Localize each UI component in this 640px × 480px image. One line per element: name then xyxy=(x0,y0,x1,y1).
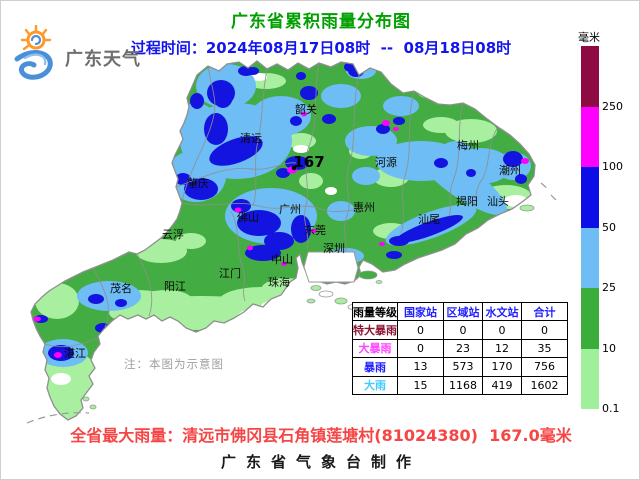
city-label-惠州: 惠州 xyxy=(353,200,375,214)
station-count-cell: 1168 xyxy=(443,375,483,395)
colorbar-segment xyxy=(581,167,599,228)
city-label-东莞: 东莞 xyxy=(304,224,326,237)
max-rainfall-marker: 167 xyxy=(291,153,325,171)
station-count-cell: 170 xyxy=(482,357,522,377)
max-rainfall-text: 全省最大雨量：清远市佛冈县石角镇莲塘村(81024380) 167.0毫米 xyxy=(70,426,572,445)
map-note: 注：本图为示意图 xyxy=(124,357,224,371)
page-title: 广东省累积雨量分布图 xyxy=(231,12,411,32)
city-label-河源: 河源 xyxy=(375,155,397,169)
colorbar-tick-label: 25 xyxy=(602,281,616,294)
station-count-cell: 12 xyxy=(482,338,522,359)
rain-level-label: 大雨 xyxy=(352,375,398,395)
colorbar-segment xyxy=(581,106,599,167)
colorbar-tick-label: 250 xyxy=(602,99,623,113)
city-label-肇庆: 肇庆 xyxy=(187,176,209,190)
city-label-清远: 清远 xyxy=(240,132,262,145)
rain-level-label: 大暴雨 xyxy=(352,338,398,359)
table-header-cell: 国家站 xyxy=(397,301,444,322)
station-count-cell: 23 xyxy=(443,338,483,359)
station-count-cell: 0 xyxy=(521,320,568,340)
table-row: 暴雨 13 573 170 756 xyxy=(352,357,568,377)
colorbar-segment xyxy=(581,227,599,288)
rain-level-label: 特大暴雨 xyxy=(352,320,398,340)
credit-text: 广东省气象台制作 xyxy=(220,453,421,471)
city-label-茂名: 茂名 xyxy=(110,281,132,295)
station-count-cell: 15 xyxy=(397,375,444,395)
time-range-label: 过程时间：2024年08月17日08时 -- 08月18日08时 xyxy=(130,39,512,57)
city-label-云浮: 云浮 xyxy=(162,228,184,241)
city-label-广州: 广州 xyxy=(279,203,301,216)
table-header-cell: 雨量等级 xyxy=(352,301,398,322)
city-label-阳江: 阳江 xyxy=(164,280,186,293)
city-label-中山: 中山 xyxy=(271,253,293,266)
station-count-cell: 0 xyxy=(397,320,444,340)
city-label-梅州: 梅州 xyxy=(457,138,479,152)
station-count-cell: 419 xyxy=(482,375,522,395)
city-label-汕头: 汕头 xyxy=(487,195,509,208)
city-label-珠海: 珠海 xyxy=(268,275,290,289)
colorbar xyxy=(581,46,599,409)
pearl-river-estuary xyxy=(303,251,359,283)
city-label-汕尾: 汕尾 xyxy=(418,213,440,226)
dashed-boundaries xyxy=(26,182,558,424)
city-label-潮州: 潮州 xyxy=(499,163,521,177)
sun-icon xyxy=(20,24,52,51)
colorbar-tick-label: 10 xyxy=(602,341,616,355)
colorbar-segment xyxy=(581,348,599,409)
prefecture-borders xyxy=(44,62,499,348)
table-header-cell: 区域站 xyxy=(443,301,483,322)
rainfall-level-table: 雨量等级 国家站 区域站 水文站 合计 特大暴雨 0 0 0 0 大暴雨 0 23 12 35 暴雨 13 573… xyxy=(352,301,568,395)
station-count-cell: 573 xyxy=(443,357,483,377)
station-count-cell: 0 xyxy=(397,338,444,359)
station-count-cell: 13 xyxy=(397,357,444,377)
province-outline xyxy=(30,60,536,421)
colorbar-segment xyxy=(581,288,599,349)
colorbar-tick-label: 50 xyxy=(602,220,616,234)
city-label-揭阳: 揭阳 xyxy=(456,194,478,208)
guangdong-weather-logo: 广东天气 xyxy=(9,24,149,83)
colorbar-unit-label: 毫米 xyxy=(578,31,600,44)
colorbar-tick-label: 0.1 xyxy=(602,402,620,415)
city-label-深圳: 深圳 xyxy=(323,242,345,255)
city-label-佛山: 佛山 xyxy=(237,211,259,224)
logo-text: 广东天气 xyxy=(65,49,141,70)
station-count-cell: 1602 xyxy=(521,375,568,395)
table-header-cell: 水文站 xyxy=(482,301,522,322)
city-label-韶关: 韶关 xyxy=(295,102,317,116)
swirl-cloud-icon xyxy=(14,50,53,80)
table-row: 特大暴雨 0 0 0 0 xyxy=(352,320,568,340)
station-count-cell: 756 xyxy=(521,357,568,377)
table-row: 大暴雨 0 23 12 35 xyxy=(352,338,568,359)
station-count-cell: 0 xyxy=(443,320,483,340)
max-rainfall-value: 167 xyxy=(293,153,324,171)
station-count-cell: 0 xyxy=(482,320,522,340)
city-label-湛江: 湛江 xyxy=(64,347,86,360)
station-count-cell: 35 xyxy=(521,338,568,359)
colorbar-tick-label: 100 xyxy=(602,160,623,173)
table-header-cell: 合计 xyxy=(521,301,568,322)
city-label-江门: 江门 xyxy=(219,266,241,280)
colorbar-segment xyxy=(581,46,599,107)
table-row: 大雨 15 1168 419 1602 xyxy=(352,375,568,395)
rain-level-label: 暴雨 xyxy=(352,357,398,377)
